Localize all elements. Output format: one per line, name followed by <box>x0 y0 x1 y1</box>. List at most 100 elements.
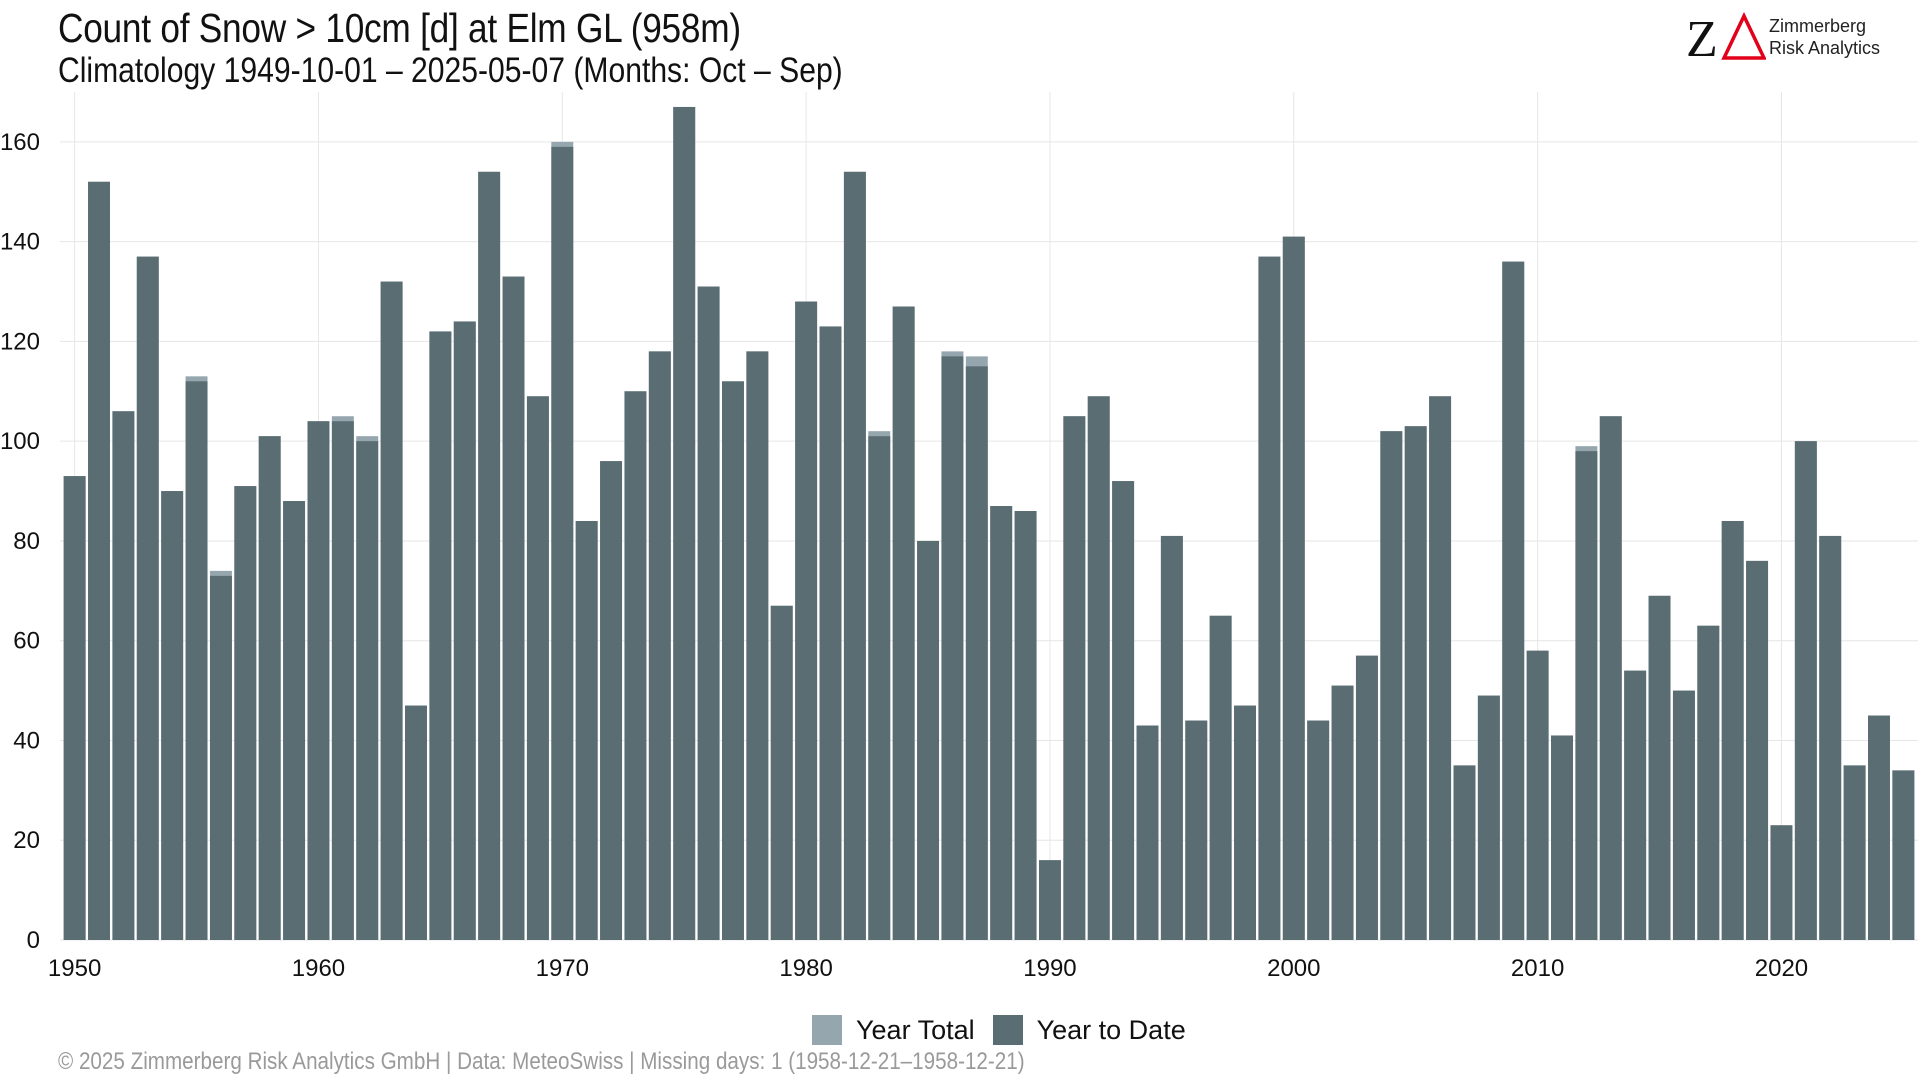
bar-year-to-date <box>380 281 403 940</box>
bar-year-to-date <box>1770 825 1793 940</box>
bar-year-to-date <box>1868 715 1890 940</box>
y-tick-label: 60 <box>13 628 40 655</box>
bar-year-to-date <box>356 441 379 940</box>
bar-year-to-date <box>1136 725 1159 940</box>
bar-year-to-date <box>136 256 159 940</box>
y-axis-tick-labels: 0 20 40 60 80 100 120 140 160 <box>0 129 40 954</box>
bar-year-to-date <box>648 351 671 940</box>
bar-year-to-date <box>1892 770 1915 940</box>
bar-year-to-date <box>1502 261 1525 941</box>
bar-year-to-date <box>697 286 720 941</box>
y-tick-label: 140 <box>0 229 40 256</box>
bar-year-to-date <box>941 356 964 940</box>
chart-subtitle: Climatology 1949-10-01 – 2025-05-07 (Mon… <box>58 51 843 90</box>
bar-year-to-date <box>478 171 501 940</box>
bar-year-to-date <box>575 520 598 940</box>
logo-text: Zimmerberg Risk Analytics <box>1769 15 1880 59</box>
bar-year-to-date <box>1453 765 1476 940</box>
bar-year-to-date <box>990 506 1013 940</box>
bar-year-to-date <box>965 366 988 941</box>
bar-year-to-date <box>1038 860 1061 940</box>
bar-year-to-date <box>1648 595 1671 940</box>
y-tick-label: 120 <box>0 328 40 355</box>
bar-year-to-date <box>843 171 866 940</box>
bar-year-to-date <box>1551 735 1573 940</box>
x-tick-label: 1970 <box>536 955 589 982</box>
footer-credits: © 2025 Zimmerberg Risk Analytics GmbH | … <box>58 1048 1025 1075</box>
y-tick-label: 20 <box>13 827 40 854</box>
bar-year-to-date <box>551 146 574 940</box>
y-tick-label: 0 <box>27 927 40 954</box>
x-tick-label: 1950 <box>48 955 101 982</box>
x-tick-label: 1990 <box>1023 955 1076 982</box>
bar-year-to-date <box>63 476 86 940</box>
bar-year-to-date <box>429 331 452 940</box>
bar-year-to-date <box>722 381 744 941</box>
bar-year-to-date <box>258 436 281 940</box>
bar-year-to-date <box>917 540 940 940</box>
bar-year-to-date <box>1429 396 1452 940</box>
bar-year-to-date <box>1258 256 1281 940</box>
bar-year-to-date <box>526 396 549 940</box>
bar-year-to-date <box>1794 441 1817 940</box>
bar-year-to-date <box>185 381 208 941</box>
bar-year-to-date <box>600 461 623 940</box>
bar-year-to-date <box>1575 451 1598 940</box>
bar-year-to-date <box>1063 416 1086 940</box>
legend-swatch-year-total <box>812 1015 842 1045</box>
y-tick-label: 160 <box>0 129 40 156</box>
bar-year-to-date <box>1819 535 1842 940</box>
bar-year-to-date <box>1355 655 1378 940</box>
bar-year-to-date <box>1087 396 1110 940</box>
bar-year-to-date <box>892 306 915 940</box>
chart-title: Count of Snow > 10cm [d] at Elm GL (958m… <box>58 5 741 51</box>
legend-swatch-year-to-date <box>992 1015 1023 1045</box>
bar-year-to-date <box>1185 720 1208 940</box>
company-logo: Z Zimmerberg Risk Analytics <box>1686 12 1896 62</box>
legend: Year Total Year to Date <box>812 1013 1204 1047</box>
x-tick-label: 2010 <box>1511 955 1564 982</box>
bar-year-to-date <box>1282 236 1305 941</box>
bar-year-to-date <box>161 491 184 940</box>
bar-year-to-date <box>405 705 427 940</box>
legend-label-year-total: Year Total <box>856 1014 975 1045</box>
logo-mark-icon: Z <box>1686 12 1766 62</box>
bar-year-to-date <box>1209 615 1232 940</box>
y-tick-label: 80 <box>13 528 40 555</box>
bars-year-to-date <box>63 106 1915 941</box>
bar-year-to-date <box>307 421 330 941</box>
bar-year-to-date <box>209 575 232 940</box>
bar-year-to-date <box>770 605 793 940</box>
bar-year-to-date <box>1599 416 1622 940</box>
bar-year-to-date <box>234 486 257 940</box>
bar-year-to-date <box>673 106 696 940</box>
bar-year-to-date <box>1721 520 1744 940</box>
bar-year-to-date <box>283 501 306 940</box>
bar-year-to-date <box>1380 431 1403 940</box>
bar-year-to-date <box>112 411 135 940</box>
bar-year-to-date <box>1746 560 1769 940</box>
bar-year-to-date <box>1404 426 1427 940</box>
bar-year-to-date <box>1307 720 1330 940</box>
logo-letter: Z <box>1686 12 1718 62</box>
bar-year-to-date <box>1843 765 1866 940</box>
x-tick-label: 2020 <box>1755 955 1808 982</box>
bar-year-to-date <box>1112 481 1135 940</box>
y-tick-label: 100 <box>0 428 40 455</box>
logo-line-1: Zimmerberg <box>1769 16 1867 36</box>
logo-line-2: Risk Analytics <box>1769 38 1881 58</box>
bar-year-to-date <box>819 326 842 941</box>
x-tick-label: 1960 <box>292 955 345 982</box>
legend-label-year-to-date: Year to Date <box>1036 1014 1186 1045</box>
logo-delta-icon <box>1721 12 1766 60</box>
bar-year-to-date <box>1672 690 1695 940</box>
y-tick-label: 40 <box>13 727 40 754</box>
bar-year-to-date <box>795 301 818 941</box>
bar-year-to-date <box>502 276 525 940</box>
bar-year-to-date <box>1526 650 1549 940</box>
x-tick-label: 1980 <box>779 955 832 982</box>
bar-year-to-date <box>331 421 354 941</box>
bar-year-to-date <box>868 436 891 940</box>
bar-year-to-date <box>624 391 647 940</box>
